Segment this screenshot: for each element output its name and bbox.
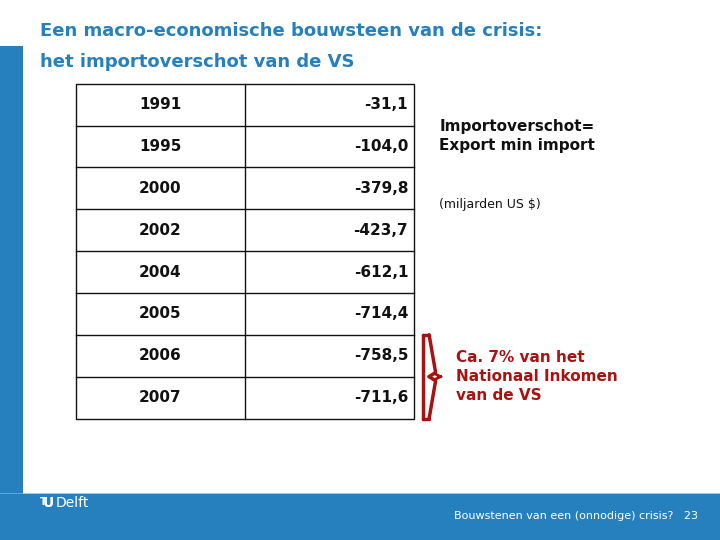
Text: Bouwstenen van een (onnodige) crisis?   23: Bouwstenen van een (onnodige) crisis? 23: [454, 511, 698, 521]
Text: Ca. 7% van het
Nationaal Inkomen
van de VS: Ca. 7% van het Nationaal Inkomen van de …: [456, 350, 618, 403]
Text: -31,1: -31,1: [364, 97, 408, 112]
Bar: [0, 46, 23, 494]
Text: 2006: 2006: [139, 348, 181, 363]
Text: het importoverschot van de VS: het importoverschot van de VS: [40, 53, 354, 71]
Text: -714,4: -714,4: [354, 306, 408, 321]
Text: 2005: 2005: [139, 306, 181, 321]
Text: 1991: 1991: [139, 97, 181, 112]
Text: 2007: 2007: [139, 390, 181, 405]
Text: -104,0: -104,0: [354, 139, 408, 154]
Bar: [76, 377, 414, 418]
Text: Importoverschot=
Export min import: Importoverschot= Export min import: [439, 119, 595, 153]
Text: Een macro-economische bouwsteen van de crisis:: Een macro-economische bouwsteen van de c…: [40, 23, 542, 40]
Text: T: T: [40, 496, 46, 507]
Bar: [76, 84, 414, 126]
Text: (miljarden US $): (miljarden US $): [439, 198, 541, 211]
Bar: [76, 335, 414, 377]
Bar: [76, 126, 414, 167]
Text: 2000: 2000: [139, 181, 181, 196]
Text: -612,1: -612,1: [354, 265, 408, 280]
Bar: [76, 84, 414, 418]
Bar: [0, 494, 720, 540]
Text: 2004: 2004: [139, 265, 181, 280]
Bar: [76, 209, 414, 251]
Text: -711,6: -711,6: [354, 390, 408, 405]
Bar: [76, 251, 414, 293]
Text: -379,8: -379,8: [354, 181, 408, 196]
Text: 1995: 1995: [139, 139, 181, 154]
Text: 2002: 2002: [139, 222, 181, 238]
Bar: [76, 167, 414, 210]
Text: -423,7: -423,7: [354, 222, 408, 238]
Text: -758,5: -758,5: [354, 348, 408, 363]
Text: U: U: [42, 496, 54, 510]
Text: Delft: Delft: [55, 496, 89, 510]
Bar: [76, 293, 414, 335]
